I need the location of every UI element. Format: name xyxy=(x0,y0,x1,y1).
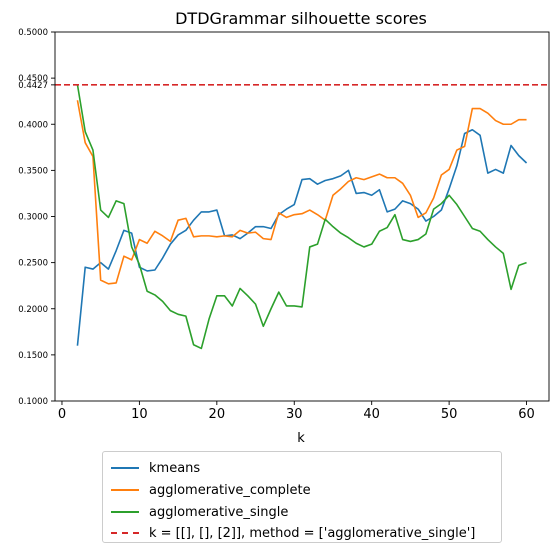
y-tick-label: 0.4000 xyxy=(18,120,48,130)
legend-item-reference-line: k = [[], [], [2]], method = ['agglomerat… xyxy=(111,523,475,543)
series-line-agglomerative-complete xyxy=(76,100,527,285)
y-tick-label: 0.2000 xyxy=(18,305,48,315)
series-line-kmeans xyxy=(76,128,528,346)
x-axis-label: k xyxy=(297,431,305,446)
legend-item-agglomerative-complete: agglomerative_complete xyxy=(111,480,311,500)
x-tick-label: 0 xyxy=(58,407,66,422)
legend-label-reference-line: k = [[], [], [2]], method = ['agglomerat… xyxy=(149,525,476,541)
y-tick-label: 0.3000 xyxy=(18,213,48,223)
series-group xyxy=(55,84,549,350)
legend-swatch-kmeans xyxy=(111,467,139,469)
legend-label-kmeans: kmeans xyxy=(149,460,201,476)
legend-swatch-agglomerative-single xyxy=(111,511,139,513)
legend-label-agglomerative-single: agglomerative_single xyxy=(149,504,289,520)
legend: kmeans agglomerative_complete agglomerat… xyxy=(102,451,502,543)
axes: 0 10 20 30 40 50 60 0.1000 0.1500 0.2000 0.2500 0.3… xyxy=(18,28,550,422)
x-tick-label: 30 xyxy=(286,407,303,422)
chart-title: DTDGrammar silhouette scores xyxy=(175,9,427,28)
x-tick-label: 60 xyxy=(518,407,535,422)
y-tick-label: 0.4500 xyxy=(18,74,48,84)
y-tick-label: 0.4427 xyxy=(18,81,48,91)
legend-swatch-agglomerative-complete xyxy=(111,489,139,491)
y-tick-label: 0.1000 xyxy=(18,397,48,407)
x-tick-label: 20 xyxy=(209,407,226,422)
series-line-agglomerative-single xyxy=(76,84,527,350)
y-tick-label: 0.3500 xyxy=(18,166,48,176)
x-tick-label: 50 xyxy=(441,407,458,422)
plot-area xyxy=(55,84,549,350)
legend-item-agglomerative-single: agglomerative_single xyxy=(111,502,288,522)
y-tick-label: 0.5000 xyxy=(18,28,48,38)
x-tick-label: 40 xyxy=(363,407,380,422)
legend-item-kmeans: kmeans xyxy=(111,458,200,478)
plot-frame xyxy=(54,31,550,402)
y-tick-label: 0.2500 xyxy=(18,259,48,269)
x-tick-label: 10 xyxy=(131,407,148,422)
legend-label-agglomerative-complete: agglomerative_complete xyxy=(149,482,311,498)
y-tick-label: 0.1500 xyxy=(18,351,48,361)
legend-swatch-reference-line xyxy=(111,532,139,534)
